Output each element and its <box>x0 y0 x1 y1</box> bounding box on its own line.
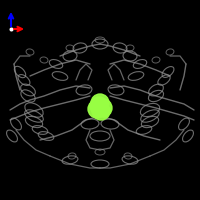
Circle shape <box>88 100 106 118</box>
Circle shape <box>91 94 109 112</box>
Circle shape <box>92 102 110 120</box>
Circle shape <box>90 97 108 115</box>
Circle shape <box>94 99 112 117</box>
